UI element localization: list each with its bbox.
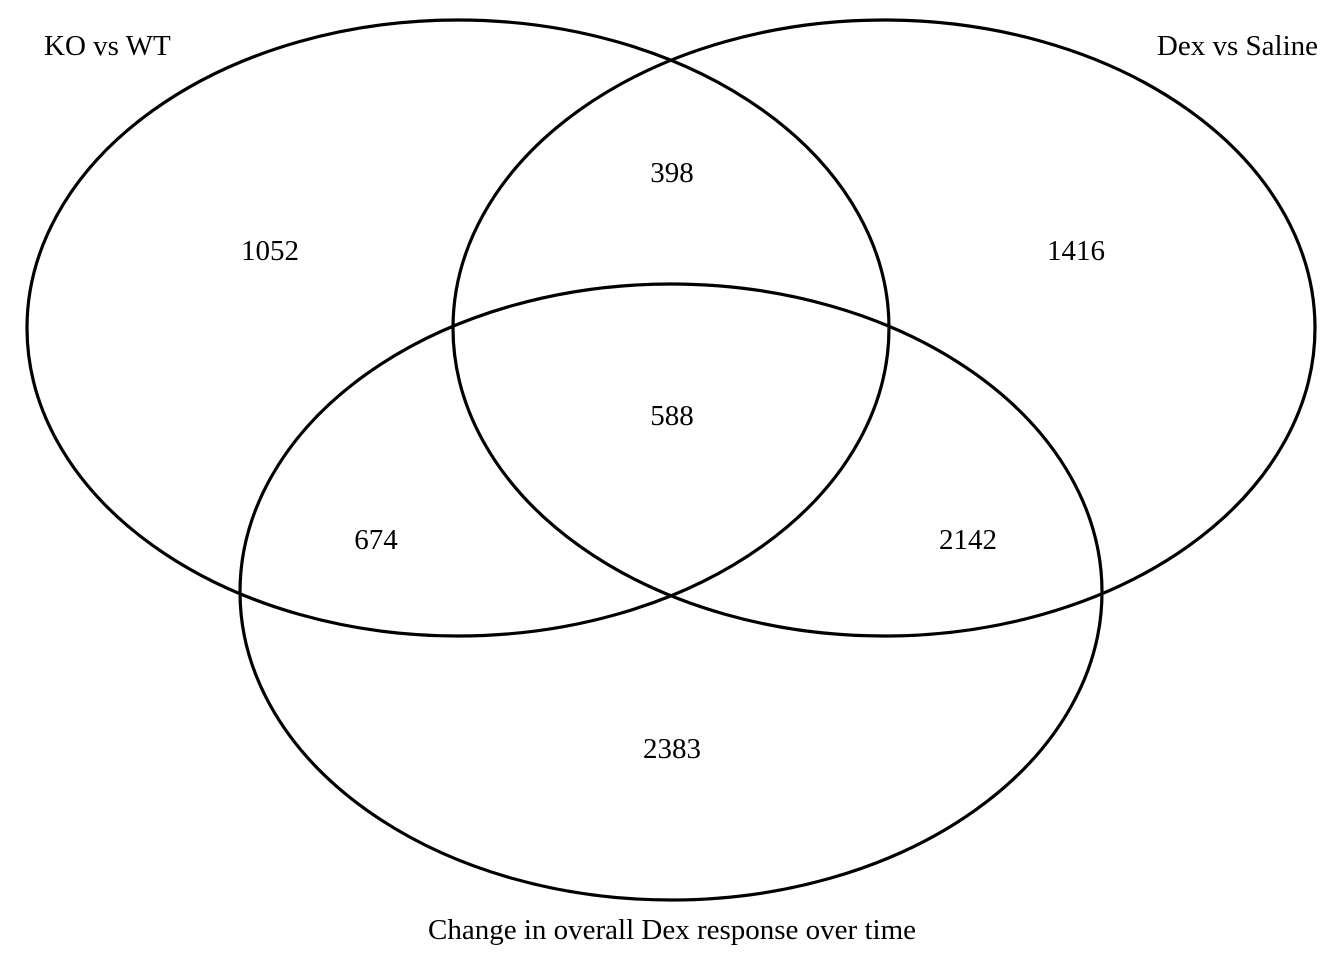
region-count-ko-and-dex: 398 <box>650 157 694 189</box>
region-count-dex-only: 1416 <box>1047 235 1105 267</box>
ellipse-ko-vs-wt <box>25 18 891 638</box>
region-count-ko-only: 1052 <box>241 235 299 267</box>
region-count-ko-and-time: 674 <box>354 524 398 556</box>
region-count-time-only: 2383 <box>643 733 701 765</box>
ellipse-dex-response-over-time <box>238 282 1104 902</box>
region-count-dex-and-time: 2142 <box>939 524 997 556</box>
ellipse-dex-vs-saline <box>451 18 1317 638</box>
set-label-dex-response-over-time: Change in overall Dex response over time <box>428 914 916 946</box>
region-count-all-three: 588 <box>650 400 694 432</box>
set-label-ko-vs-wt: KO vs WT <box>44 30 171 62</box>
set-label-dex-vs-saline: Dex vs Saline <box>1157 30 1318 62</box>
